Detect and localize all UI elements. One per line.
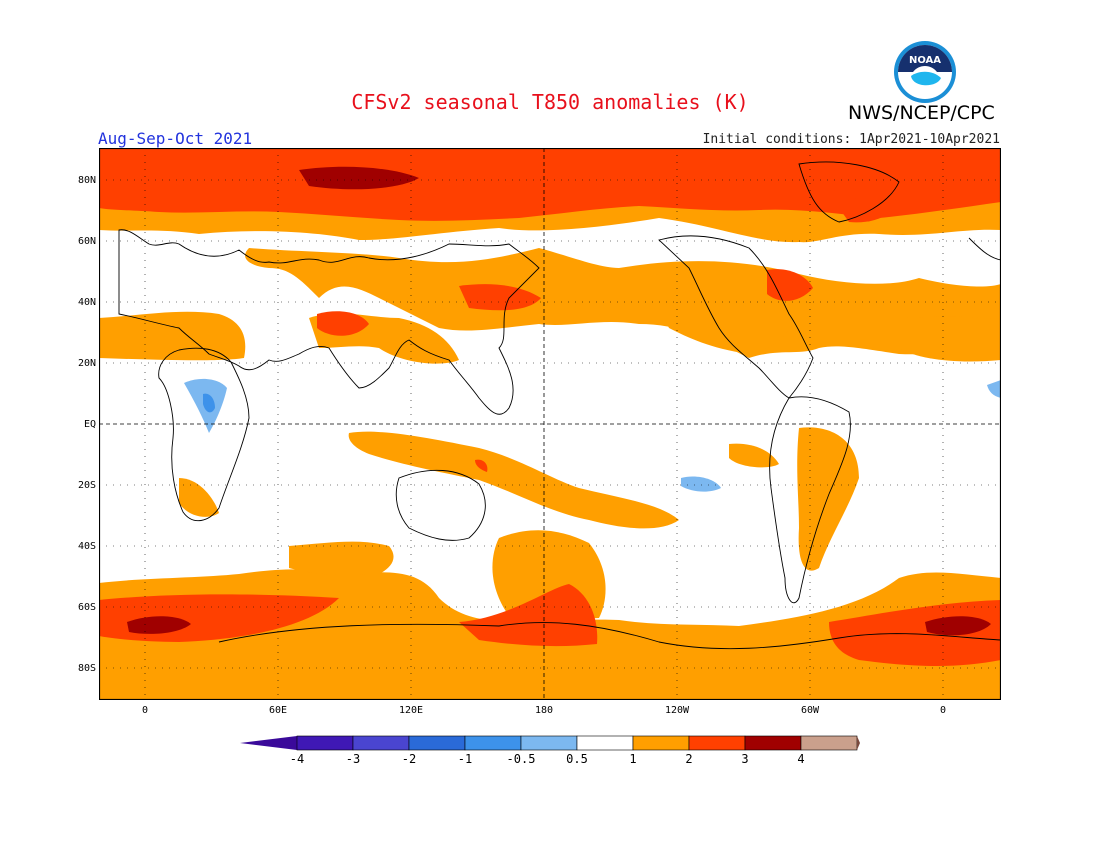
colorbar-label: 0.5 xyxy=(566,752,588,766)
agency-label: NWS/NCEP/CPC xyxy=(848,102,995,124)
lat-label: 60S xyxy=(77,602,96,613)
lat-label: 40S xyxy=(77,541,96,552)
lon-label: 0 xyxy=(141,705,149,716)
colorbar-swatch xyxy=(576,735,634,751)
chart-title: CFSv2 seasonal T850 anomalies (K) xyxy=(351,90,749,114)
colorbar-label: -3 xyxy=(345,752,361,766)
period-label: Aug-Sep-Oct 2021 xyxy=(98,129,253,148)
colorbar-swatch xyxy=(800,735,858,751)
colorbar-label: 2 xyxy=(685,752,693,766)
noaa-logo: NOAA xyxy=(894,41,956,103)
colorbar-label: 1 xyxy=(629,752,637,766)
coastlines xyxy=(118,161,1001,650)
svg-text:NOAA: NOAA xyxy=(909,55,941,66)
colorbar-low-arrow xyxy=(240,736,297,750)
lon-label: 0 xyxy=(939,705,947,716)
lon-label: 120E xyxy=(398,705,424,716)
colorbar-swatch xyxy=(352,735,410,751)
colorbar xyxy=(240,735,860,751)
colorbar-label: -1 xyxy=(457,752,473,766)
colorbar-swatch xyxy=(744,735,802,751)
lat-label: 40N xyxy=(77,297,96,308)
colorbar-swatch xyxy=(296,735,354,751)
colorbar-high-arrow xyxy=(857,736,860,750)
colorbar-swatch xyxy=(464,735,522,751)
lat-label: 20N xyxy=(77,358,96,369)
lon-label: 60E xyxy=(268,705,288,716)
lat-label: EQ xyxy=(83,419,96,430)
colorbar-swatch xyxy=(688,735,746,751)
graticule xyxy=(99,148,1001,700)
lon-label: 60W xyxy=(800,705,820,716)
anomaly-2-to-3 xyxy=(127,166,991,636)
lat-label: 20S xyxy=(77,480,96,491)
anomaly-neg-2-to-neg-1 xyxy=(203,393,215,413)
lon-label: 120W xyxy=(664,705,690,716)
colorbar-swatch xyxy=(408,735,466,751)
colorbar-label: -0.5 xyxy=(506,752,536,766)
lat-label: 60N xyxy=(77,236,96,247)
colorbar-label: -4 xyxy=(289,752,305,766)
colorbar-swatch xyxy=(632,735,690,751)
lat-label: 80S xyxy=(77,663,96,674)
anomaly-1-to-2 xyxy=(99,148,1001,666)
colorbar-label: 4 xyxy=(797,752,805,766)
anomaly-map xyxy=(99,148,1001,700)
initial-conditions-label: Initial conditions: 1Apr2021-10Apr2021 xyxy=(702,132,1000,147)
lat-label: 80N xyxy=(77,175,96,186)
equator-dateline xyxy=(99,148,1001,700)
lon-label: 180 xyxy=(534,705,554,716)
colorbar-label: 3 xyxy=(741,752,749,766)
colorbar-label: -2 xyxy=(401,752,417,766)
colorbar-swatch xyxy=(520,735,578,751)
